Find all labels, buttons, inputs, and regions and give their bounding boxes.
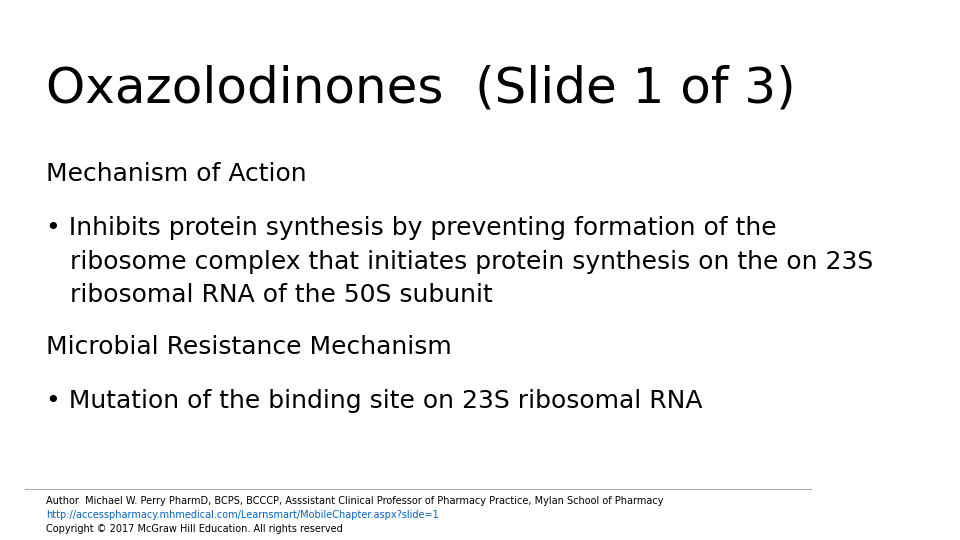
Text: Microbial Resistance Mechanism: Microbial Resistance Mechanism xyxy=(46,335,452,359)
Text: Author  Michael W. Perry PharmD, BCPS, BCCCP, Asssistant Clinical Professor of P: Author Michael W. Perry PharmD, BCPS, BC… xyxy=(46,496,663,506)
Text: • Mutation of the binding site on 23S ribosomal RNA: • Mutation of the binding site on 23S ri… xyxy=(46,389,703,413)
Text: http://accesspharmacy.mhmedical.com/Learnsmart/MobileChapter.aspx?slide=1: http://accesspharmacy.mhmedical.com/Lear… xyxy=(46,510,439,521)
Text: Oxazolodinones  (Slide 1 of 3): Oxazolodinones (Slide 1 of 3) xyxy=(46,65,796,113)
Text: Copyright © 2017 McGraw Hill Education. All rights reserved: Copyright © 2017 McGraw Hill Education. … xyxy=(46,524,343,534)
Text: Mechanism of Action: Mechanism of Action xyxy=(46,162,306,186)
Text: • Inhibits protein synthesis by preventing formation of the
   ribosome complex : • Inhibits protein synthesis by preventi… xyxy=(46,216,874,307)
